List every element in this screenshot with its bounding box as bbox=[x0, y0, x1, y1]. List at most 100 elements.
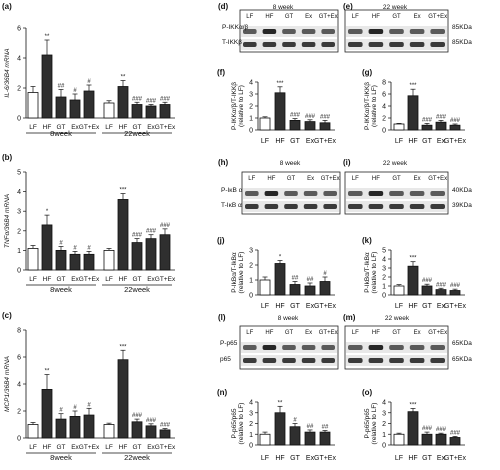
category-label: Ex bbox=[71, 276, 79, 283]
panel-label: (h) bbox=[218, 158, 229, 167]
category-label: Ex bbox=[71, 124, 79, 131]
bar-GT+Ex bbox=[159, 234, 171, 271]
category-label: GT+Ex bbox=[444, 138, 466, 145]
blot-band bbox=[389, 204, 404, 209]
y-tick-label: 0 bbox=[382, 293, 386, 300]
group-label: 8week bbox=[50, 285, 72, 294]
panel-label: (f) bbox=[217, 68, 225, 77]
blot-band bbox=[368, 191, 384, 196]
category-label: LF bbox=[29, 124, 37, 131]
blot-band bbox=[389, 191, 404, 196]
blot-band bbox=[262, 358, 277, 363]
molecular-weight-label: 65KDa bbox=[452, 356, 472, 363]
lane-label: HF bbox=[372, 14, 380, 20]
category-label: GT+Ex bbox=[314, 455, 336, 462]
category-label: LF bbox=[105, 276, 113, 283]
lane-label: LF bbox=[246, 14, 253, 20]
category-label: GT+Ex bbox=[79, 124, 100, 131]
blot-band bbox=[409, 191, 425, 196]
blot-band bbox=[323, 191, 337, 196]
blot-band bbox=[368, 358, 384, 363]
category-label: Ex bbox=[306, 303, 315, 310]
blot-band bbox=[368, 42, 384, 47]
y-tick-label: 4 bbox=[382, 400, 386, 407]
category-label: Ex bbox=[306, 138, 315, 145]
significance-mark: # bbox=[323, 271, 327, 277]
group-label: 22week bbox=[124, 285, 150, 294]
blot-band bbox=[282, 42, 296, 47]
blot-band bbox=[430, 29, 445, 34]
category-label: GT+Ex bbox=[79, 444, 100, 451]
molecular-weight-label: 65KDa bbox=[452, 340, 472, 347]
significance-mark: ### bbox=[422, 278, 433, 284]
bar-Ex bbox=[145, 238, 157, 271]
significance-mark: *** bbox=[409, 256, 417, 262]
blot-band bbox=[243, 29, 257, 34]
blot-title: 8 week bbox=[273, 4, 294, 11]
significance-mark: ### bbox=[436, 114, 447, 120]
molecular-weight-label: 85KDa bbox=[452, 39, 472, 46]
bar-LF bbox=[27, 248, 39, 271]
y-tick-label: 4 bbox=[382, 257, 386, 264]
lane-label: GT+Ex bbox=[319, 14, 338, 20]
significance-mark: # bbox=[73, 405, 77, 411]
y-axis-label: TNFα/36B4 mRNA bbox=[4, 194, 11, 248]
significance-mark: * bbox=[46, 209, 49, 215]
blot-band bbox=[282, 29, 296, 34]
bar-LF bbox=[393, 123, 405, 131]
blot-band bbox=[284, 204, 298, 209]
lane-label: Ex bbox=[414, 176, 421, 182]
blot-band bbox=[262, 345, 277, 350]
category-label: Ex bbox=[437, 455, 446, 462]
significance-mark: ### bbox=[132, 96, 143, 102]
blot-band bbox=[389, 29, 404, 34]
y-tick-label: 1 bbox=[249, 432, 253, 439]
panel-label: (c) bbox=[2, 311, 12, 320]
blot-band bbox=[348, 345, 363, 350]
y-tick-label: 3 bbox=[249, 410, 253, 417]
panel-label: (d) bbox=[218, 2, 229, 11]
bar-LF bbox=[259, 117, 271, 131]
blot-row-label: T-IκB α bbox=[221, 202, 242, 209]
significance-mark: ### bbox=[160, 423, 171, 429]
category-label: HF bbox=[275, 303, 284, 310]
bar-Ex bbox=[435, 121, 447, 131]
y-axis-label: (relative to LF) bbox=[371, 403, 378, 445]
bar-HF bbox=[41, 388, 53, 439]
chart-panel-g: (g) 0 2 4 6 8 P-IKKα/β/T-IKKβ (relative to LF) *… bbox=[362, 68, 466, 145]
bar-LF bbox=[27, 424, 39, 439]
bar-HF bbox=[274, 412, 286, 446]
bar-GT bbox=[289, 120, 301, 131]
y-tick-label: 6 bbox=[17, 26, 21, 33]
significance-mark: *** bbox=[409, 402, 417, 408]
significance-mark: ### bbox=[436, 427, 447, 433]
significance-mark: ## bbox=[322, 424, 329, 430]
significance-mark: # bbox=[59, 408, 63, 414]
y-axis-label: IL-6/36B4 mRNA bbox=[4, 48, 11, 97]
significance-mark: ### bbox=[132, 233, 143, 239]
bar-GT+Ex bbox=[159, 429, 171, 439]
blot-band bbox=[348, 191, 363, 196]
y-tick-label: 0 bbox=[249, 443, 253, 450]
category-label: HF bbox=[43, 276, 52, 283]
bar-HF bbox=[117, 359, 129, 439]
significance-mark: *** bbox=[119, 188, 127, 194]
significance-mark: # bbox=[73, 88, 77, 94]
significance-mark: *** bbox=[119, 344, 127, 350]
y-axis-label: (relative to LF) bbox=[371, 85, 378, 127]
y-tick-label: 0 bbox=[249, 293, 253, 300]
y-tick-label: 4 bbox=[17, 56, 21, 63]
bar-GT+Ex bbox=[319, 431, 331, 446]
panel-label: (m) bbox=[343, 313, 356, 322]
y-tick-label: 5 bbox=[382, 248, 386, 255]
y-tick-label: 0 bbox=[17, 268, 21, 275]
group-label: 22week bbox=[124, 129, 150, 138]
bar-GT bbox=[289, 284, 301, 296]
y-tick-label: 0 bbox=[382, 128, 386, 135]
bar-Ex bbox=[145, 105, 157, 119]
panel-label: (i) bbox=[343, 158, 351, 167]
category-label: GT bbox=[290, 138, 300, 145]
